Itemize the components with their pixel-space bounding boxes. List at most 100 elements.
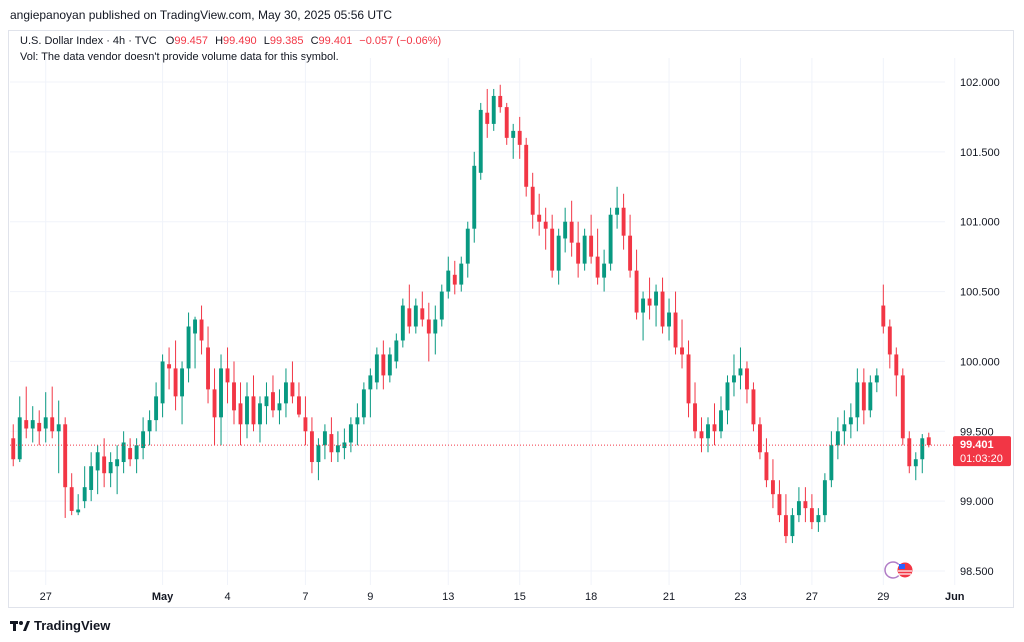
candle-body xyxy=(355,417,360,425)
candle xyxy=(842,410,847,446)
candle-body xyxy=(173,368,178,397)
candle-body xyxy=(199,319,204,341)
candle xyxy=(69,473,74,516)
time-tick-label: 27 xyxy=(806,591,818,603)
candle xyxy=(264,382,269,425)
ohlc-legend: U.S. Dollar Index · 4h · TVC O99.457 H99… xyxy=(20,35,445,47)
open-value: 99.457 xyxy=(174,35,209,47)
candle xyxy=(556,228,561,285)
candle xyxy=(543,207,548,250)
candle xyxy=(848,403,853,439)
candle-body xyxy=(258,403,262,425)
candle xyxy=(855,368,860,432)
candle-body xyxy=(290,382,295,397)
candle xyxy=(758,417,762,460)
candle xyxy=(180,361,185,425)
candle-body xyxy=(751,389,756,425)
low-label: L xyxy=(263,35,270,47)
candle xyxy=(238,382,243,446)
candle xyxy=(212,368,217,446)
candle xyxy=(673,291,678,355)
candle xyxy=(102,438,107,488)
candle-body xyxy=(758,424,762,453)
candle-body xyxy=(394,340,399,362)
candle-body xyxy=(485,112,490,124)
price-axis: 102.000 101.500 101.000 100.500 100.000 99.50… xyxy=(960,77,1000,578)
candle xyxy=(160,354,165,418)
candle xyxy=(251,375,256,432)
candle xyxy=(764,438,769,488)
candle xyxy=(641,291,646,341)
candle-body xyxy=(615,207,620,215)
candle-body xyxy=(303,417,308,432)
candle xyxy=(563,207,568,253)
candle xyxy=(498,84,503,113)
candle xyxy=(667,298,671,341)
candle-body xyxy=(524,144,529,187)
candle xyxy=(725,375,730,425)
candle-body xyxy=(167,364,172,369)
us-flag-icon[interactable] xyxy=(884,560,916,580)
candle-body xyxy=(11,438,16,460)
candle xyxy=(147,410,152,446)
candle xyxy=(296,382,301,418)
candle-body xyxy=(777,494,782,516)
candle-body xyxy=(498,95,503,108)
price-tag-countdown: 01:03:20 xyxy=(960,453,1003,465)
low-value: 99.385 xyxy=(269,35,304,47)
candle-body xyxy=(154,396,159,421)
candle xyxy=(589,214,594,264)
candle-body xyxy=(550,228,555,271)
candle-body xyxy=(783,515,788,537)
candle xyxy=(822,473,827,523)
candle-body xyxy=(647,298,652,306)
candle-body xyxy=(900,375,905,439)
candle-body xyxy=(907,438,912,467)
candle xyxy=(686,340,691,418)
candle xyxy=(706,417,710,453)
tradingview-brand[interactable]: TradingView xyxy=(10,618,110,633)
candle-body xyxy=(881,305,886,327)
candle xyxy=(783,494,788,544)
candle-body xyxy=(835,431,840,446)
candle-body xyxy=(654,291,659,306)
candle xyxy=(887,319,892,369)
candle-body xyxy=(134,445,139,460)
candle-body xyxy=(43,417,48,429)
candle xyxy=(387,347,392,383)
candle xyxy=(50,386,55,439)
symbol-label[interactable]: U.S. Dollar Index · 4h · TVC xyxy=(20,35,157,47)
candle xyxy=(861,368,866,425)
candle xyxy=(108,452,113,488)
candle xyxy=(439,284,444,327)
price-tick-label: 99.500 xyxy=(960,426,994,438)
candles xyxy=(11,84,931,544)
candle-body xyxy=(706,424,710,439)
candle xyxy=(322,424,327,460)
candle xyxy=(751,382,756,432)
candle-body xyxy=(426,319,431,334)
candle-body xyxy=(238,403,243,425)
candle xyxy=(829,431,834,488)
candle-body xyxy=(855,382,860,418)
candle xyxy=(485,88,490,138)
candle-body xyxy=(361,389,366,418)
candle xyxy=(868,375,873,418)
candle-body xyxy=(829,445,834,481)
candle xyxy=(271,375,275,418)
candle xyxy=(874,368,879,393)
candle xyxy=(602,249,607,292)
time-tick-label: 13 xyxy=(442,591,454,603)
candle xyxy=(816,508,821,532)
candle-body xyxy=(816,515,821,523)
candle xyxy=(745,361,749,404)
candle xyxy=(712,403,717,446)
candle xyxy=(232,361,236,425)
candle xyxy=(121,431,126,474)
candle-body xyxy=(517,130,522,145)
candle xyxy=(225,347,230,404)
candle xyxy=(511,123,516,159)
candle-body xyxy=(628,235,633,271)
candle-body xyxy=(348,424,353,443)
